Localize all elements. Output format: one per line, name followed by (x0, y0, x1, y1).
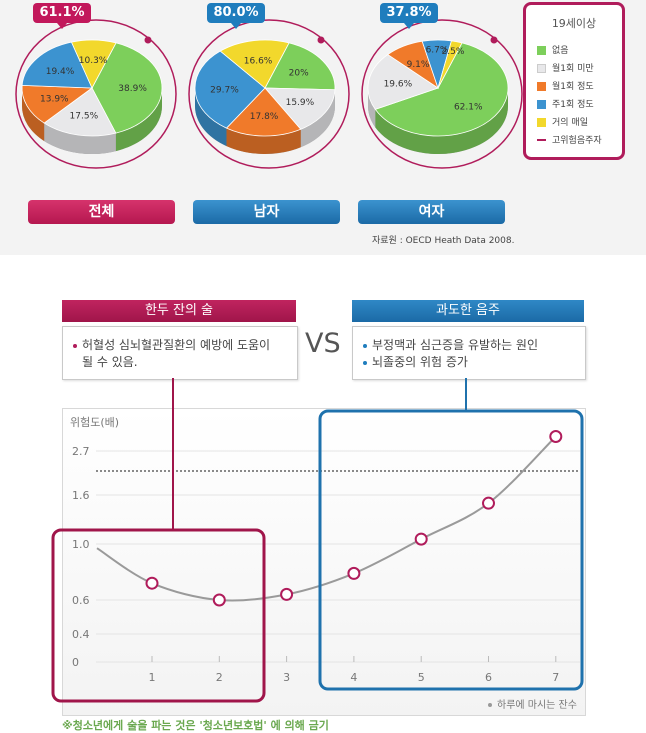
moderate-highlight (53, 530, 264, 701)
slice-label: 2.5% (442, 47, 465, 57)
data-point (147, 578, 158, 589)
excessive-highlight (320, 411, 582, 689)
slice-label: 19.6% (384, 80, 413, 90)
slice-label: 10.3% (79, 56, 108, 66)
highrisk-female: 37.8% (380, 3, 438, 23)
y-tick: 0.4 (72, 628, 90, 641)
highrisk-total: 61.1% (33, 3, 91, 23)
slice-label: 62.1% (454, 103, 483, 113)
slice-label: 19.4% (46, 67, 75, 77)
x-tick: 6 (485, 671, 492, 684)
slice-label: 29.7% (210, 86, 239, 96)
slice-label: 16.6% (244, 57, 273, 67)
tab-total[interactable]: 전체 (28, 200, 175, 224)
slice-label: 9.1% (407, 60, 430, 70)
pie-0: 38.9% 17.5%13.9% 19.4% 10.3% (16, 20, 176, 168)
footnote: ※청소년에게 술을 파는 것은 '청소년보호법' 에 의해 금기 (62, 717, 329, 733)
y-tick: 1.0 (72, 538, 90, 551)
legend-item: 없음 (537, 45, 569, 57)
x-tick: 7 (552, 671, 559, 684)
data-point (550, 431, 561, 442)
legend-item: 월1회 정도 (537, 81, 594, 93)
x-tick: 3 (283, 671, 290, 684)
x-tick: 4 (350, 671, 357, 684)
tab-male[interactable]: 남자 (193, 200, 340, 224)
legend-item: 월1회 미만 (537, 63, 594, 75)
slice-label: 20% (289, 68, 309, 78)
slice-label: 17.5% (70, 111, 99, 121)
risk-dot (491, 37, 498, 44)
x-tick: 2 (216, 671, 223, 684)
swatch-icon (537, 64, 546, 73)
data-point (483, 498, 494, 509)
legend: 19세이상 없음 월1회 미만 월1회 정도 주1회 정도 거의 매일 고위험음… (523, 2, 625, 160)
data-point (348, 568, 359, 579)
highrisk-male: 80.0% (207, 3, 265, 23)
legend-item: 주1회 정도 (537, 99, 594, 111)
data-point (416, 534, 427, 545)
y-tick: 0.6 (72, 594, 90, 607)
swatch-icon (537, 100, 546, 109)
data-point (214, 595, 225, 606)
risk-chart: 0 0.4 0.6 1.0 1.6 2.7 1 2 3 4 5 6 7 (0, 255, 646, 732)
slice-label: 15.9% (286, 98, 315, 108)
risk-curve (97, 437, 556, 601)
slice-label: 38.9% (118, 84, 147, 94)
source-note: 자료원 : OECD Heath Data 2008. (372, 233, 514, 246)
slice-label: 13.9% (40, 94, 69, 104)
bullet-icon (488, 703, 492, 707)
risk-line-icon (537, 139, 546, 141)
risk-dot (145, 37, 152, 44)
legend-title: 19세이상 (526, 15, 622, 31)
y-axis-label: 위험도(배) (70, 414, 119, 430)
y-tick: 1.6 (72, 489, 90, 502)
risk-dot (318, 37, 325, 44)
y-tick: 0 (72, 656, 79, 669)
x-axis-label: 하루에 마시는 잔수 (488, 696, 577, 711)
tab-female[interactable]: 여자 (358, 200, 505, 224)
swatch-icon (537, 46, 546, 55)
slice-label: 17.8% (250, 112, 279, 122)
pie-2: 62.1%19.6%9.1%6.7%2.5% (362, 20, 522, 168)
legend-item: 고위험음주자 (537, 135, 602, 147)
pie-1: 20% 15.9% 17.8% 29.7% 16.6% (189, 20, 349, 168)
x-tick: 1 (149, 671, 156, 684)
x-tick: 5 (418, 671, 425, 684)
y-tick: 2.7 (72, 445, 90, 458)
legend-item: 거의 매일 (537, 117, 588, 129)
swatch-icon (537, 82, 546, 91)
data-point (281, 589, 292, 600)
swatch-icon (537, 118, 546, 127)
